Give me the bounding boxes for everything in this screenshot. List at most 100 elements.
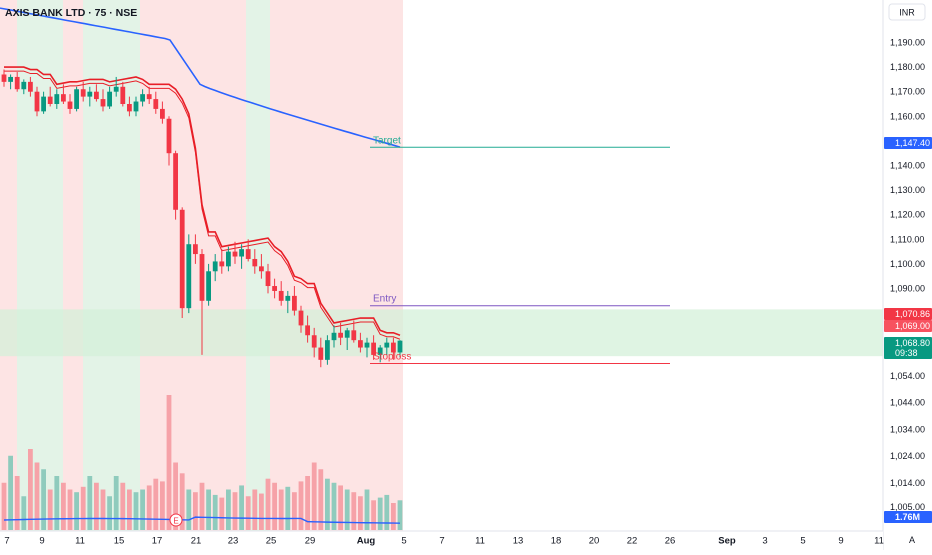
candle (8, 74, 13, 90)
candle (193, 234, 198, 264)
entry-label: Entry (373, 294, 396, 305)
candle (67, 94, 73, 114)
candle (14, 72, 20, 92)
candle (21, 79, 27, 95)
volume-bar (325, 478, 330, 530)
price-axis[interactable]: 1,190.001,180.001,170.001,160.001,150.00… (890, 38, 925, 512)
time-axis[interactable]: 7 9 11 15 17 21 23 25 29 Aug 5 7 11 13 18 20 22 26 Sep 3 5 9 1… (4, 536, 884, 547)
price-tick-label: 1,190.00 (890, 38, 925, 48)
candle (397, 340, 403, 358)
volume-bar (278, 489, 284, 530)
candle (384, 337, 390, 355)
price-tick-label: 1,034.00 (890, 424, 925, 434)
time-tick-label: 11 (874, 536, 884, 547)
volume-bar (252, 489, 258, 530)
target-label: Target (373, 135, 401, 146)
candle (278, 281, 284, 306)
volume-bar (318, 469, 324, 530)
session-band (83, 0, 140, 531)
candle (166, 116, 172, 166)
stoploss-label: Stoploss (373, 352, 411, 363)
candle (318, 337, 324, 368)
price-tick-label: 1,180.00 (890, 62, 925, 72)
candle (186, 234, 192, 314)
candle (311, 327, 317, 358)
volume-bar (298, 481, 304, 530)
candle (61, 84, 66, 104)
entry-zone (0, 309, 883, 357)
candle (87, 86, 93, 107)
chart-title: AXIS BANK LTD · 75 · NSE (5, 7, 137, 19)
volume-bar (67, 489, 73, 530)
price-label-text: 1,147.40 (895, 138, 930, 148)
volume-bar (54, 476, 60, 530)
time-tick-label: 11 (475, 536, 485, 547)
volume-bar (206, 489, 211, 530)
candle (212, 254, 218, 282)
volume-bar (391, 503, 396, 530)
volume-bar (265, 478, 271, 530)
price-tick-label: 1,044.00 (890, 398, 925, 408)
candle (371, 335, 376, 360)
auto-scale-button[interactable]: A (909, 535, 915, 545)
volume-bar (166, 395, 172, 530)
price-label-text: 1,069.00 (895, 321, 930, 331)
volume-bar (28, 449, 33, 530)
volume-bar (21, 496, 27, 530)
volume-bar (140, 489, 145, 530)
candle (127, 96, 132, 117)
volume-bar (226, 489, 231, 530)
candle (160, 101, 165, 124)
volume-bar (245, 496, 251, 530)
session-bands (0, 0, 403, 531)
session-band (270, 0, 362, 531)
moving-average-line (0, 7, 401, 148)
time-tick-label: 7 (439, 536, 444, 547)
candle (100, 89, 106, 112)
earnings-icon: E (173, 517, 178, 526)
volume-bar (305, 476, 310, 530)
volume-label: 1.76M (884, 511, 932, 523)
time-tick-label: 5 (800, 536, 805, 547)
candle (259, 254, 264, 279)
volume-bar (47, 489, 53, 530)
currency-box[interactable] (888, 3, 926, 21)
time-tick-label: 9 (39, 536, 44, 547)
candle (298, 305, 304, 333)
volume-bar (61, 482, 66, 530)
volume-bar (113, 476, 119, 530)
candle (113, 76, 119, 97)
time-tick-label: 7 (4, 536, 9, 547)
time-tick-label: 5 (401, 536, 406, 547)
volume-bar (239, 485, 244, 530)
price-tick-label: 1,120.00 (890, 210, 925, 220)
candle (179, 207, 185, 319)
volume-bar (120, 482, 126, 530)
candle (206, 263, 211, 306)
price-tick-label: 1,014.00 (890, 478, 925, 488)
volume-bar (364, 489, 370, 530)
candle (331, 325, 337, 348)
volume-bar (219, 497, 225, 530)
volume-bars (1, 395, 403, 530)
candle (140, 89, 145, 107)
candle (272, 278, 277, 299)
price-label-text: 1,068.80 (895, 338, 930, 348)
session-band (0, 0, 17, 531)
earnings-marker[interactable]: E (169, 513, 183, 527)
price-tick-label: 1,110.00 (890, 234, 924, 244)
volume-bar (87, 476, 93, 530)
candle (34, 86, 40, 117)
candle (351, 320, 357, 343)
volume-bar (146, 485, 152, 530)
time-tick-label: 22 (627, 536, 638, 547)
time-tick-label: 25 (266, 536, 277, 547)
volume-bar (338, 485, 343, 530)
candle (107, 86, 112, 109)
session-band (63, 0, 83, 531)
candle (364, 337, 370, 358)
candle (94, 84, 99, 102)
